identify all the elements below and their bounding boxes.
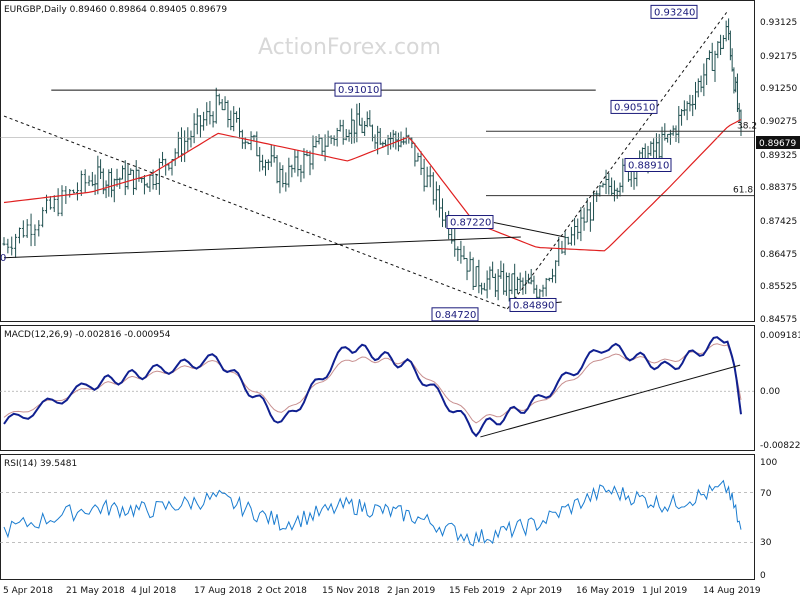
macd-line [3, 336, 742, 438]
rsi-layer [0, 479, 754, 547]
macd-panel-title: MACD(12,26,9) -0.002816 -0.000954 [4, 330, 171, 340]
x-tick-label: 15 Nov 2018 [322, 586, 380, 596]
x-tick-label: 2 Oct 2018 [257, 586, 307, 596]
price-level-box [431, 307, 479, 322]
price-level-label: 0.90510 [614, 102, 655, 113]
macd-layer [0, 336, 754, 438]
x-tick-label: 14 Aug 2019 [703, 586, 761, 596]
price-level-box [624, 157, 672, 172]
rsi-panel-title: RSI(14) 39.5481 [4, 459, 77, 469]
x-tick-label: 17 Aug 2018 [194, 586, 252, 596]
wedge-upper-line [493, 222, 565, 238]
price-level-label: 0.93240 [654, 7, 695, 18]
price-level-box [610, 99, 658, 114]
price-tick-label: 0.87425 [760, 217, 797, 227]
price-level-label: 0 [0, 253, 6, 264]
x-tick-label: 5 Apr 2018 [3, 586, 53, 596]
x-tick-label: 15 Feb 2019 [449, 586, 505, 596]
fib-61-8-label: 61.8 [733, 186, 753, 196]
price-tick-label: 0.93125 [760, 18, 797, 28]
price-tick-label: 0.88375 [760, 183, 797, 193]
rsi-tick-label: 70 [760, 489, 772, 499]
rsi-tick-label: 100 [760, 458, 777, 468]
price-level-label: 0.88910 [628, 160, 669, 171]
price-tick-label: 0.92175 [760, 52, 797, 62]
price-level-box [650, 4, 698, 19]
x-tick-label: 16 May 2019 [576, 586, 635, 596]
watermark: ActionForex.com [258, 35, 441, 60]
price-level-label: 0.87220 [450, 218, 491, 229]
price-tick-label: 0.86475 [760, 250, 797, 260]
dashed-trendline [506, 12, 728, 310]
price-tick-label: 0.90275 [760, 117, 797, 127]
x-tick-label: 2 Jan 2019 [387, 586, 435, 596]
price-tick-label: 0.91250 [760, 84, 797, 94]
x-tick-label: 1 Jul 2019 [642, 586, 687, 596]
fib-38-2-label: 38.2 [737, 121, 757, 131]
price-level-label: 0.91010 [338, 85, 379, 96]
macd-tick-label: 0.009181 [760, 331, 800, 341]
support-line [3, 236, 521, 259]
macd-tick-label: -0.008225 [760, 441, 800, 451]
price-panel-title: EURGBP,Daily 0.89460 0.89864 0.89405 0.8… [4, 5, 227, 15]
last-price-label: 0.89679 [759, 139, 796, 149]
x-tick-label: 21 May 2018 [66, 586, 125, 596]
macd-tick-label: 0.00 [760, 387, 780, 397]
macd-y-axis: 0.009181 0.00 -0.008225 [760, 331, 800, 451]
x-tick-label: 2 Apr 2019 [512, 586, 562, 596]
price-y-axis: 0.93125 0.92175 0.91250 0.90275 0.89325 … [756, 18, 800, 325]
macd-trendline [480, 364, 741, 438]
rsi-tick-label: 0 [760, 571, 766, 581]
price-level-label: 0.84890 [513, 300, 554, 311]
rsi-y-axis: 100 70 30 0 [760, 458, 777, 581]
rsi-line [3, 479, 742, 547]
moving-average-line [3, 118, 742, 252]
last-price-marker [756, 136, 800, 149]
rsi-panel-frame [0, 454, 755, 580]
x-tick-label: 4 Jul 2018 [131, 586, 176, 596]
price-level-box [509, 297, 557, 312]
macd-panel-frame [0, 325, 755, 451]
price-level-label: 0.84720 [435, 310, 476, 321]
x-axis: 5 Apr 2018 21 May 2018 4 Jul 2018 17 Aug… [3, 586, 761, 596]
price-tick-label: 0.89325 [760, 151, 797, 161]
price-level-box [446, 215, 494, 230]
price-tick-label: 0.84575 [760, 315, 797, 325]
price-layer: 0.93240 0.91010 0.90510 0.88910 0.87220 0.847… [0, 4, 757, 322]
rsi-tick-label: 30 [760, 538, 772, 548]
price-tick-label: 0.85525 [760, 282, 797, 292]
price-level-box [334, 82, 382, 97]
